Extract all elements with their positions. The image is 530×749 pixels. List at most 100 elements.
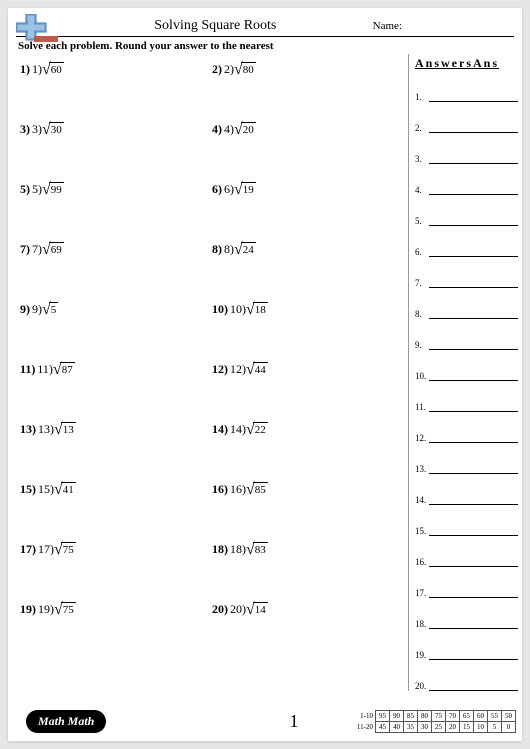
problem-number: 18) bbox=[212, 542, 228, 557]
problem: 20)20)√14 bbox=[212, 602, 404, 617]
problem-seq: 4) bbox=[224, 122, 234, 137]
radical-icon: √18 bbox=[246, 302, 268, 317]
answer-line: 4. bbox=[415, 185, 518, 195]
problem-number: 16) bbox=[212, 482, 228, 497]
radicand: 75 bbox=[61, 602, 76, 617]
answer-blank bbox=[429, 309, 518, 319]
problem: 17)17)√75 bbox=[20, 542, 212, 557]
answer-line: 6. bbox=[415, 247, 518, 257]
answer-number: 18. bbox=[415, 619, 429, 629]
score-cell: 65 bbox=[460, 711, 474, 722]
problem: 16)16)√85 bbox=[212, 482, 404, 497]
problem-row: 9)9)√510)10)√18 bbox=[20, 298, 404, 358]
radical-icon: √83 bbox=[246, 542, 268, 557]
problem-seq: 12) bbox=[230, 362, 246, 377]
score-cell: 55 bbox=[488, 711, 502, 722]
problem-seq: 20) bbox=[230, 602, 246, 617]
header: Solving Square Roots Name: bbox=[8, 8, 522, 36]
answer-line: 3. bbox=[415, 154, 518, 164]
radical-icon: √20 bbox=[234, 122, 256, 137]
score-cell: 95 bbox=[376, 711, 390, 722]
radicand: 75 bbox=[61, 542, 76, 557]
answers-column: AnswersAns 1.2.3.4.5.6.7.8.9.10.11.12.13… bbox=[408, 54, 522, 691]
problem-number: 5) bbox=[20, 182, 30, 197]
answer-number: 12. bbox=[415, 433, 429, 443]
radicand: 5 bbox=[49, 302, 59, 317]
problem-row: 19)19)√7520)20)√14 bbox=[20, 598, 404, 658]
radical-icon: √5 bbox=[42, 302, 58, 317]
answer-blank bbox=[429, 402, 518, 412]
answer-line: 18. bbox=[415, 619, 518, 629]
score-cell: 25 bbox=[432, 722, 446, 733]
problem-row: 7)7)√698)8)√24 bbox=[20, 238, 404, 298]
score-cell: 80 bbox=[418, 711, 432, 722]
answer-number: 19. bbox=[415, 650, 429, 660]
answer-blank bbox=[429, 650, 518, 660]
score-label: 1-10 bbox=[354, 711, 376, 722]
answer-number: 14. bbox=[415, 495, 429, 505]
problem-number: 17) bbox=[20, 542, 36, 557]
problem: 6)6)√19 bbox=[212, 182, 404, 197]
problem-seq: 2) bbox=[224, 62, 234, 77]
radicand: 41 bbox=[61, 482, 76, 497]
answer-number: 2. bbox=[415, 123, 429, 133]
problem-seq: 15) bbox=[38, 482, 54, 497]
plus-logo-icon bbox=[16, 14, 60, 49]
answer-blank bbox=[429, 247, 518, 257]
answer-number: 4. bbox=[415, 185, 429, 195]
problem-number: 20) bbox=[212, 602, 228, 617]
answer-number: 9. bbox=[415, 340, 429, 350]
problem-number: 12) bbox=[212, 362, 228, 377]
answer-number: 13. bbox=[415, 464, 429, 474]
instructions: Solve each problem. Round your answer to… bbox=[8, 37, 522, 54]
radical-icon: √99 bbox=[42, 182, 64, 197]
problem-seq: 3) bbox=[32, 122, 42, 137]
problem: 5)5)√99 bbox=[20, 182, 212, 197]
answer-number: 17. bbox=[415, 588, 429, 598]
problem: 2)2)√80 bbox=[212, 62, 404, 77]
answer-number: 1. bbox=[415, 92, 429, 102]
problem-number: 4) bbox=[212, 122, 222, 137]
problem-seq: 5) bbox=[32, 182, 42, 197]
problem: 3)3)√30 bbox=[20, 122, 212, 137]
answer-number: 7. bbox=[415, 278, 429, 288]
radical-icon: √69 bbox=[42, 242, 64, 257]
radical-icon: √19 bbox=[234, 182, 256, 197]
score-cell: 50 bbox=[502, 711, 516, 722]
problem: 18)18)√83 bbox=[212, 542, 404, 557]
answer-number: 6. bbox=[415, 247, 429, 257]
problem: 12)12)√44 bbox=[212, 362, 404, 377]
answer-number: 20. bbox=[415, 681, 429, 691]
answer-line: 15. bbox=[415, 526, 518, 536]
problem-seq: 1) bbox=[32, 62, 42, 77]
score-cell: 15 bbox=[460, 722, 474, 733]
problem: 4)4)√20 bbox=[212, 122, 404, 137]
score-cell: 70 bbox=[446, 711, 460, 722]
problem-seq: 18) bbox=[230, 542, 246, 557]
score-cell: 5 bbox=[488, 722, 502, 733]
problem-number: 19) bbox=[20, 602, 36, 617]
answer-number: 11. bbox=[415, 402, 429, 412]
radicand: 60 bbox=[49, 62, 64, 77]
radicand: 24 bbox=[241, 242, 256, 257]
score-cell: 10 bbox=[474, 722, 488, 733]
problem-seq: 17) bbox=[38, 542, 54, 557]
problems-area: 1)1)√602)2)√803)3)√304)4)√205)5)√996)6)√… bbox=[8, 54, 408, 691]
score-cell: 45 bbox=[376, 722, 390, 733]
radical-icon: √30 bbox=[42, 122, 64, 137]
answer-line: 20. bbox=[415, 681, 518, 691]
radicand: 87 bbox=[60, 362, 75, 377]
radicand: 85 bbox=[253, 482, 268, 497]
score-grid: 1-1095908580757065605550 11-204540353025… bbox=[354, 710, 517, 733]
problem-number: 11) bbox=[20, 362, 35, 377]
answer-blank bbox=[429, 185, 518, 195]
problem-seq: 9) bbox=[32, 302, 42, 317]
score-cell: 75 bbox=[432, 711, 446, 722]
answer-blank bbox=[429, 588, 518, 598]
radicand: 18 bbox=[253, 302, 268, 317]
answer-blank bbox=[429, 464, 518, 474]
problem: 11)11)√87 bbox=[20, 362, 212, 377]
problem-number: 10) bbox=[212, 302, 228, 317]
answer-line: 14. bbox=[415, 495, 518, 505]
radicand: 44 bbox=[253, 362, 268, 377]
